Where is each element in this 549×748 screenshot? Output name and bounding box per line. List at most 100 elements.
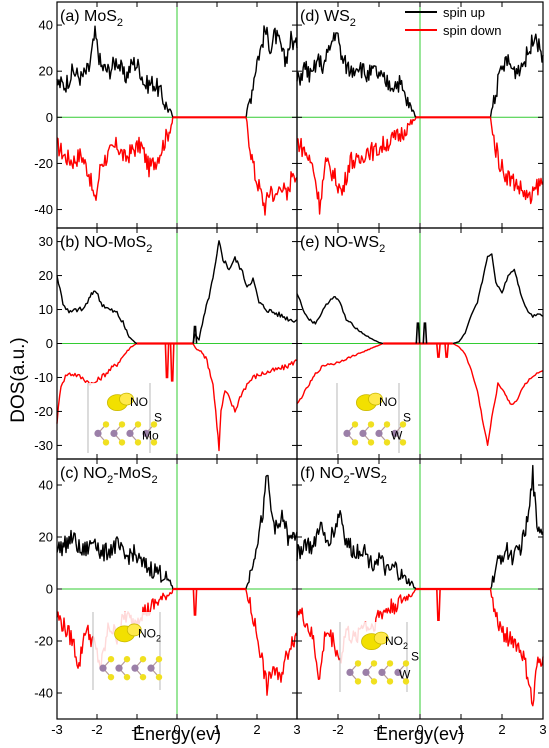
panel-title: (f) NO2-WS2 [300,465,387,486]
atom-label-metal: W [399,667,411,681]
x-tick-label: 2 [498,722,505,737]
sulfur-atom [134,439,142,446]
spin-up-valence-series [296,293,384,345]
x-tick-label: -1 [373,722,385,737]
y-tick-label: 30 [39,234,53,249]
metal-atom [375,429,383,437]
y-tick-label: 40 [39,478,53,493]
sulfur-atom [399,439,407,446]
y-tick-label: -20 [34,634,53,649]
gap-state-spike [444,343,450,358]
spin-up-conduction-series [489,33,544,118]
x-tick-label: -2 [91,722,103,737]
adsorbate-label: NO [130,395,148,409]
x-axis-label-right: Energy(ev) [376,724,464,744]
panel-b: -30 -20 -10 0 10 20 30 (b) NO-MoS2 NO S Mo [34,227,298,460]
spin-up-conduction-series [192,240,298,344]
y-tick-label: 0 [46,582,53,597]
atom-label-s: S [403,410,411,424]
sulfur-atom [386,678,394,685]
panel-title: (c) NO2-MoS2 [60,465,158,486]
spin-up-conduction-series [245,474,298,590]
x-tick-label: -1 [131,722,143,737]
sulfur-atom [402,660,410,667]
spin-down-conduction-series [245,588,298,696]
atom-label-metal: W [391,428,403,442]
sulfur-atom [351,421,359,428]
sulfur-atom [118,439,126,446]
structure-inset: NO S Mo [87,383,162,453]
legend-label-down: spin down [443,23,502,38]
gap-state-spike [164,343,170,379]
metal-atom [391,429,399,437]
metal-atom [110,429,118,437]
sulfur-atom [139,655,147,663]
spin-up-conduction-series [245,25,298,118]
panel-e: (e) NO-WS2 NO SW [296,227,544,460]
adsorbate-label: NO2 [138,627,161,644]
sulfur-atom [399,421,407,428]
panel-d: (d) WS2 [296,1,544,229]
y-tick-label: -20 [34,156,53,171]
y-tick-label: 20 [39,268,53,283]
sulfur-atom [150,439,158,446]
sulfur-atom [102,439,110,446]
panel-title: (a) MoS2 [60,8,123,29]
metal-atom [362,668,370,677]
sulfur-atom [351,439,359,446]
gap-state-spike [169,343,175,382]
gap-state-spike [436,343,441,358]
spin-up-valence-series [296,32,417,118]
sulfur-atom [102,421,110,428]
sulfur-atom [370,678,378,685]
y-tick-label: -40 [34,686,53,701]
sulfur-atom [155,655,163,663]
sulfur-atom [354,678,362,685]
adsorbate-label: NO2 [385,634,408,651]
x-axis-label-left: Energy(ev) [133,724,221,744]
y-axis-label: DOS(a.u.) [8,337,29,423]
metal-atom [94,429,102,437]
gap-state-spike [422,322,428,344]
metal-atom [359,429,367,437]
sulfur-atom [123,673,131,681]
panel-title: (e) NO-WS2 [300,234,385,255]
adsorbate-charge-cloud [373,631,389,645]
x-tick-label: -3 [51,722,63,737]
x-tick-label: 0 [173,722,180,737]
legend-label-up: spin up [443,5,485,20]
spin-down-valence-series [56,117,174,201]
gap-state-spike [192,588,198,616]
spin-up-valence-series [56,25,174,118]
sulfur-atom [386,660,394,667]
spin-down-valence-series [56,342,138,424]
spin-down-conduction-series [489,588,544,707]
gap-state-spike [436,588,441,621]
spin-down-valence-series [296,117,417,215]
sulfur-atom [155,673,163,681]
spin-down-conduction-series [452,342,544,446]
spin-down-conduction-series [245,117,298,216]
spin-up-conduction-series [489,464,544,590]
sulfur-atom [107,655,115,663]
metal-atom [346,668,354,677]
metal-atom [147,664,155,672]
metal-atom [394,668,402,677]
atom-label-s: S [411,649,419,663]
y-tick-label: -10 [34,370,53,385]
y-tick-label: -40 [34,202,53,217]
y-tick-label: 0 [46,336,53,351]
y-tick-label: 0 [46,110,53,125]
adsorbate-label: NO [379,395,397,409]
structure-inset: NO SW [336,383,411,453]
spin-down-conduction-series [489,117,544,205]
sulfur-atom [402,678,410,685]
adsorbate-charge-cloud [126,623,142,637]
metal-atom [131,664,139,672]
spin-up-conduction-series [452,253,544,345]
gap-state-spike [415,322,421,344]
sulfur-atom [150,421,158,428]
